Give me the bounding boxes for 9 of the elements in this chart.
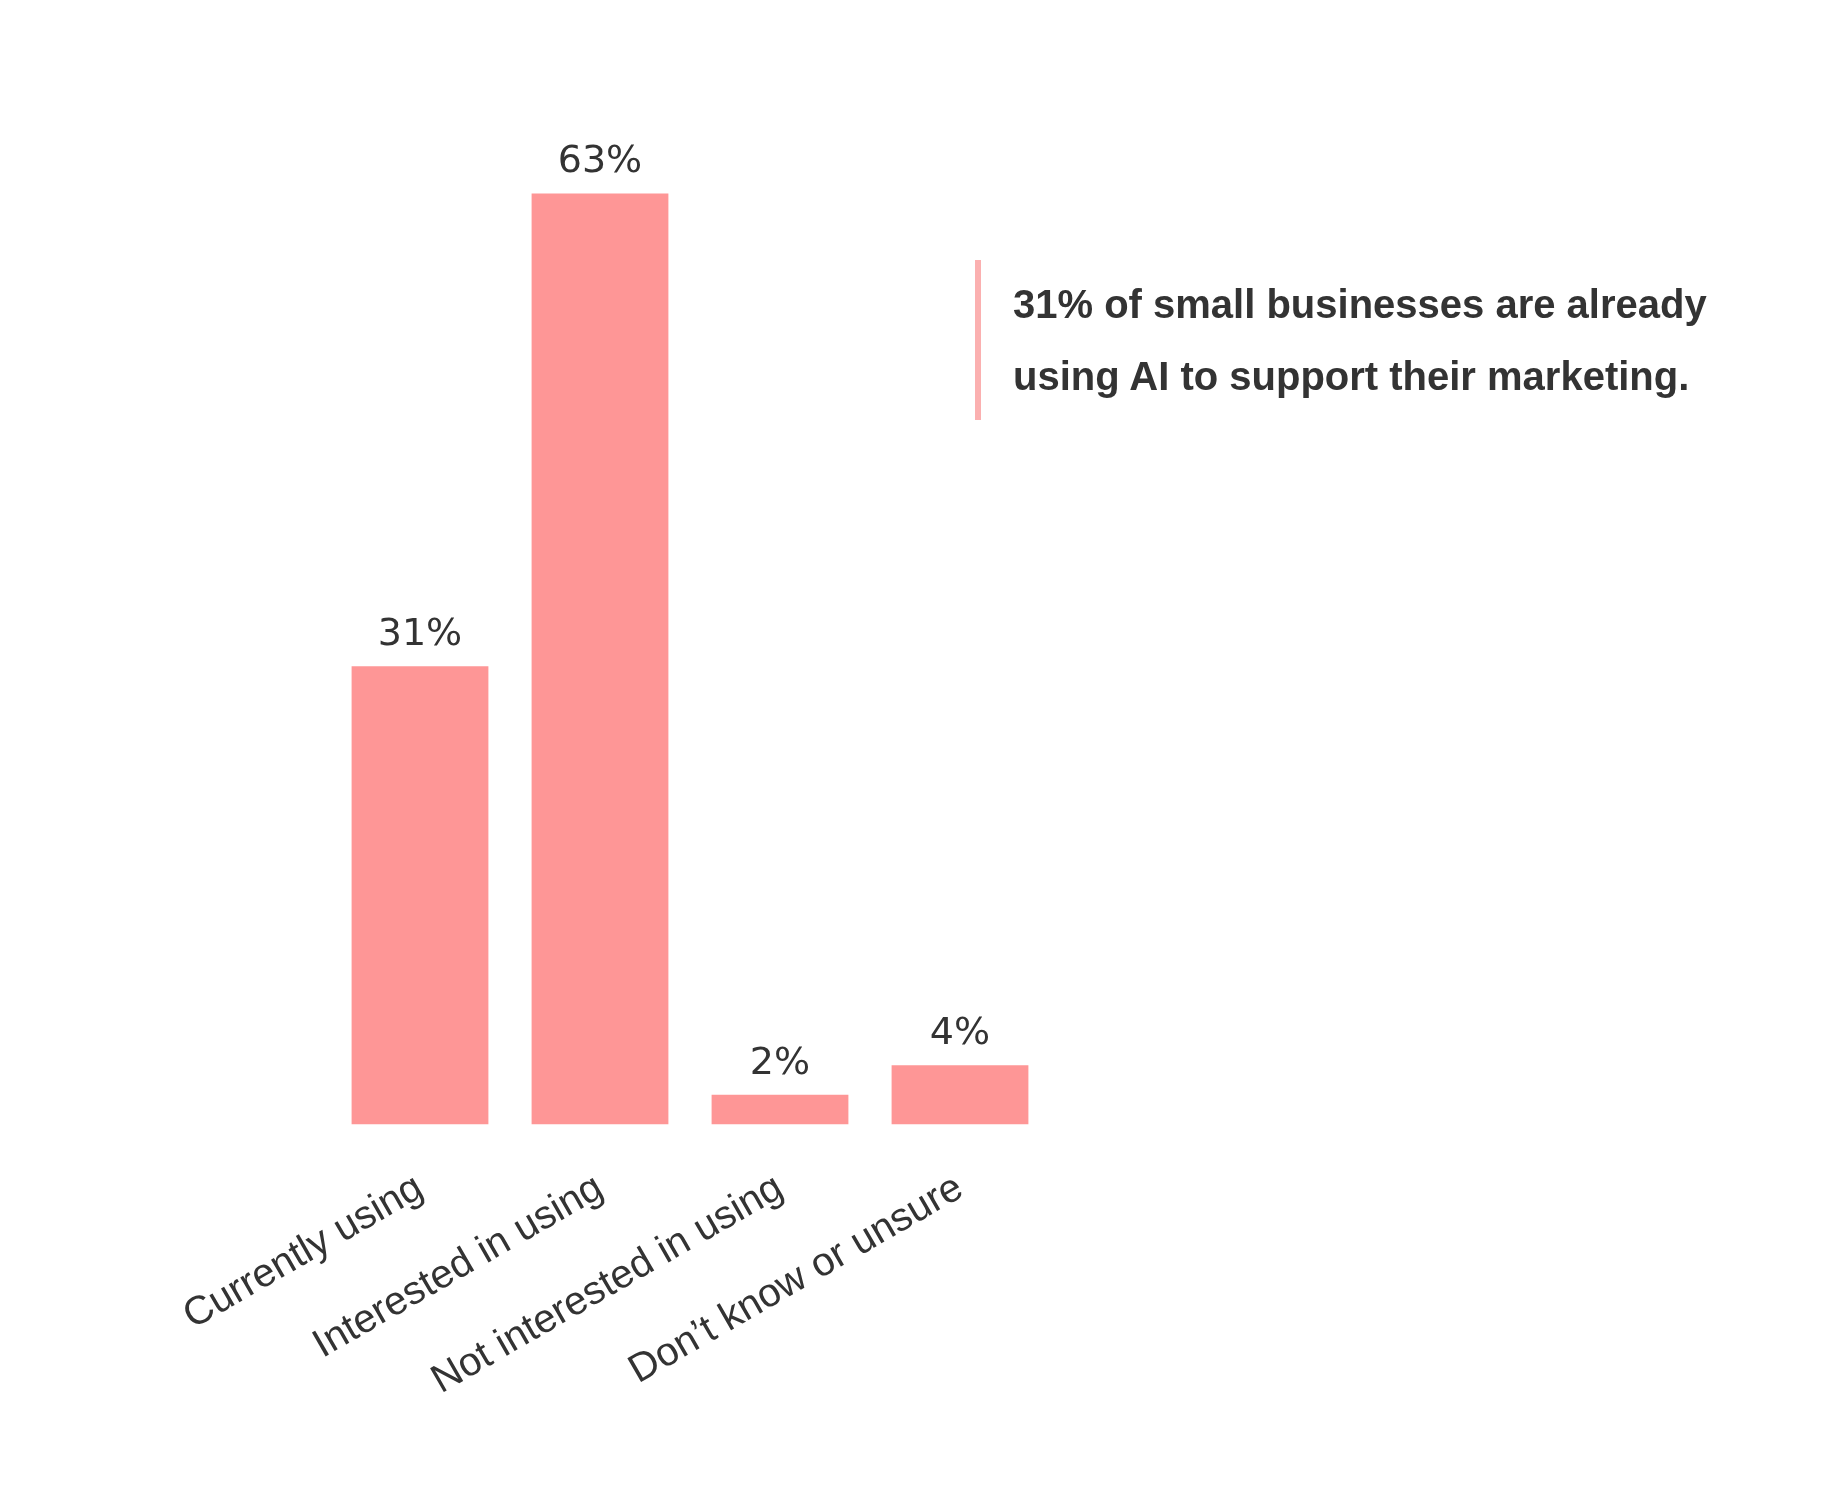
bar xyxy=(531,193,669,1125)
bar xyxy=(891,1065,1029,1125)
data-label: 4% xyxy=(929,1009,991,1054)
bar xyxy=(351,666,489,1125)
data-label: 2% xyxy=(749,1038,811,1083)
data-label: 63% xyxy=(557,137,643,182)
data-label: 31% xyxy=(377,610,463,655)
annotation: 31% of small businesses are already using AI to support their marketing. xyxy=(1013,281,1708,400)
bar xyxy=(711,1094,849,1125)
